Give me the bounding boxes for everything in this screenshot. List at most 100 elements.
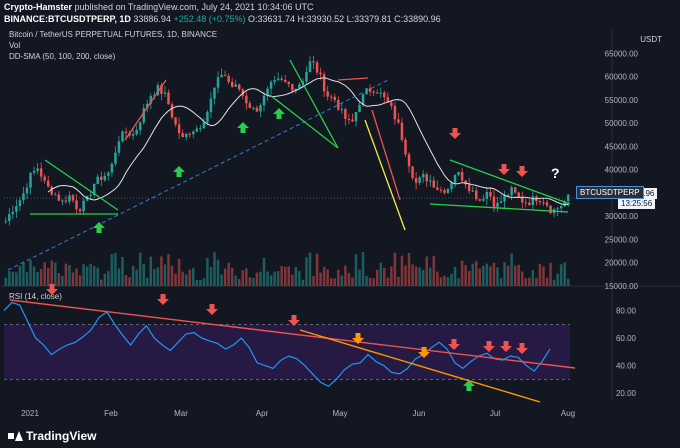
ohlc-line: BINANCE:BTCUSDTPERP, 1D 33886.94 +252.48… — [4, 14, 441, 24]
candle — [549, 205, 552, 214]
arrow-up-icon — [93, 222, 105, 233]
author-name[interactable]: Crypto-Hamster — [4, 2, 73, 12]
chart-canvas[interactable]: 65000.00 60000.00 55000.00 50000.00 45000.00… — [0, 28, 680, 424]
candle — [234, 84, 237, 87]
volume-bar — [103, 273, 107, 286]
arrow-up-icon — [463, 380, 475, 391]
volume-bar — [153, 269, 156, 286]
volume-bar — [135, 269, 138, 286]
arrow-down-icon — [206, 304, 218, 315]
candle — [450, 182, 453, 189]
volume-bar — [308, 252, 312, 286]
volume-bar — [411, 264, 414, 286]
volume-bar — [453, 266, 457, 286]
candle — [50, 186, 53, 195]
volume-bar — [549, 262, 552, 286]
volume-bar — [471, 263, 474, 286]
volume-bar — [96, 267, 99, 286]
volume-bar — [294, 266, 298, 286]
candle — [273, 80, 276, 82]
volume-bar — [337, 269, 340, 286]
volume-bar — [259, 271, 262, 286]
candle — [248, 103, 252, 108]
candle — [213, 87, 216, 99]
candle — [344, 109, 347, 119]
candle — [545, 202, 549, 206]
candle — [485, 191, 489, 200]
volume-bar — [71, 272, 75, 286]
candle — [181, 133, 184, 138]
volume-bar — [368, 277, 372, 286]
candle — [513, 187, 517, 193]
candle — [131, 133, 135, 136]
candle — [354, 112, 358, 122]
tradingview-logo[interactable]: TradingView — [8, 429, 96, 443]
arrow-down-icon — [449, 128, 461, 139]
volume-bar — [319, 272, 322, 286]
volume-bar — [386, 277, 390, 286]
dashed-trendline — [7, 79, 389, 271]
volume-legend: Vol — [9, 41, 21, 50]
green-trendline — [429, 203, 569, 213]
candle — [471, 190, 474, 192]
candle — [241, 89, 245, 96]
volume-bar — [124, 275, 128, 286]
candle — [287, 81, 291, 85]
volume-bar — [220, 274, 223, 286]
published-text: published on TradingView.com, July 24, 2… — [74, 2, 314, 12]
volume-bar — [291, 274, 294, 286]
volume-bar — [358, 269, 361, 286]
volume-bar — [432, 255, 436, 286]
candle — [57, 194, 61, 201]
volume-bar — [322, 266, 326, 286]
candle — [135, 130, 138, 134]
sma-line — [47, 77, 569, 206]
candle — [39, 168, 43, 177]
candle — [358, 104, 361, 113]
volume-bar — [206, 257, 209, 286]
candle — [124, 131, 128, 134]
volume-bar — [404, 265, 407, 286]
volume-bar — [365, 275, 368, 286]
rsi-band — [4, 324, 570, 380]
volume-bar — [241, 270, 245, 286]
arrow-down-icon — [352, 333, 364, 344]
candle — [96, 176, 99, 185]
candle — [351, 119, 354, 122]
volume-bar — [535, 277, 538, 286]
price-tick: 20000.00 — [605, 259, 639, 268]
volume-bar — [475, 261, 478, 286]
candle — [322, 74, 326, 92]
volume-bar — [436, 271, 439, 286]
candle — [559, 206, 563, 209]
candle — [460, 171, 464, 181]
volume-bar — [89, 263, 92, 286]
time-tick: Feb — [104, 409, 118, 418]
volume-bar — [545, 277, 549, 286]
volume-bar — [163, 264, 167, 286]
candle — [71, 195, 75, 201]
candle — [262, 95, 266, 106]
volume-bar — [18, 265, 22, 286]
candle — [252, 107, 255, 109]
volume-bar — [273, 271, 276, 286]
volume-bar — [36, 272, 39, 286]
candle — [315, 62, 319, 73]
candle — [29, 172, 32, 188]
candle — [121, 131, 124, 142]
candle — [446, 188, 450, 193]
volume-bar — [57, 272, 61, 286]
candle — [89, 194, 92, 196]
candle — [425, 174, 428, 182]
volume-bar — [429, 267, 432, 286]
volume-bar — [29, 260, 32, 286]
volume-bar — [542, 266, 545, 286]
volume-bar — [255, 272, 259, 286]
arrow-down-icon — [157, 294, 169, 305]
candle — [347, 118, 351, 120]
volume-bar — [361, 252, 365, 286]
volume-bar — [142, 263, 145, 286]
candle — [418, 177, 421, 183]
volume-bar — [467, 270, 471, 286]
volume-bar — [64, 263, 68, 286]
